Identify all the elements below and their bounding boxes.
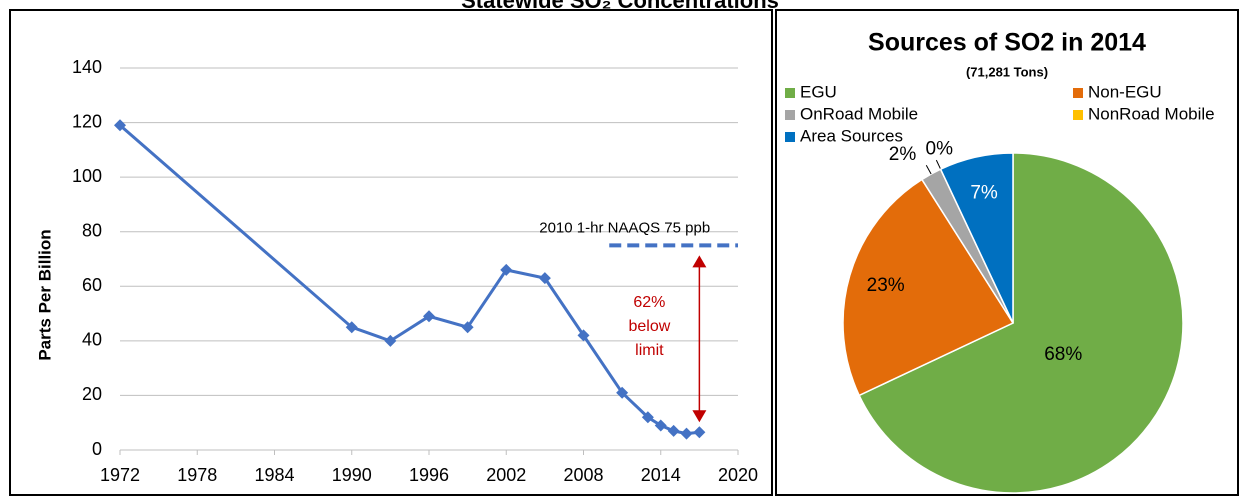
pie-label: 2% (889, 144, 917, 165)
x-tick-label: 2014 (641, 465, 681, 485)
x-tick-label: 2020 (718, 465, 758, 485)
arrow-head (692, 410, 707, 423)
legend-label: Area Sources (800, 126, 903, 145)
threshold-label: 2010 1-hr NAAQS 75 ppb (539, 219, 710, 236)
data-point (577, 329, 590, 342)
annotation-text: 62% (633, 294, 665, 311)
data-point (667, 424, 680, 437)
pie-slice (939, 152, 1014, 324)
legend-swatch (785, 132, 795, 142)
x-tick-label: 2008 (563, 465, 603, 485)
y-tick-label: 20 (82, 384, 102, 404)
x-tick-label: 2002 (486, 465, 526, 485)
pie-label: 23% (867, 275, 905, 296)
pie-subtitle: (71,281 Tons) (966, 64, 1048, 79)
annotation-text: limit (635, 342, 664, 359)
legend-swatch (1073, 88, 1083, 98)
data-point (345, 321, 358, 334)
line-series (119, 124, 700, 436)
pie-slice (842, 178, 1015, 397)
data-point (616, 386, 629, 399)
legend-swatch (1073, 110, 1083, 120)
legend-label: OnRoad Mobile (800, 104, 918, 123)
leader-line (935, 159, 942, 170)
x-tick-label: 1972 (100, 465, 140, 485)
y-tick-label: 0 (92, 439, 102, 459)
y-tick-label: 120 (72, 111, 102, 131)
y-tick-label: 60 (82, 275, 102, 295)
arrow-head (692, 255, 707, 268)
x-tick-label: 1978 (177, 465, 217, 485)
leader-line (925, 165, 932, 175)
right-panel-border (775, 9, 1239, 496)
data-point (114, 119, 126, 132)
legend-label: NonRoad Mobile (1088, 104, 1215, 123)
y-tick-label: 140 (72, 57, 102, 77)
pie-label: 68% (1044, 344, 1082, 365)
y-tick-label: 40 (82, 330, 102, 350)
data-point (641, 411, 654, 424)
legend-swatch (785, 88, 795, 98)
data-point (654, 419, 667, 432)
x-tick-label: 1990 (332, 465, 372, 485)
data-point (384, 334, 397, 347)
x-tick-label: 1996 (409, 465, 449, 485)
left-panel-border (9, 9, 773, 496)
annotation-text: below (628, 318, 670, 335)
data-point (538, 272, 551, 285)
data-point (423, 310, 435, 323)
x-tick-label: 1984 (254, 465, 294, 485)
y-axis-label: Parts Per Billion (35, 229, 54, 360)
pie-slice (858, 152, 1184, 494)
legend-swatch (785, 110, 795, 120)
chart-title: Statewide SO₂ Concentrations (461, 0, 779, 13)
pie-title: Sources of SO2 in 2014 (868, 29, 1146, 57)
legend-label: Non-EGU (1088, 82, 1162, 101)
pie-label: 7% (970, 183, 998, 204)
data-point (500, 263, 513, 276)
y-tick-label: 80 (82, 220, 102, 240)
data-point (461, 321, 474, 334)
data-point (680, 427, 693, 440)
legend-label: EGU (800, 82, 837, 101)
data-point (693, 426, 706, 439)
pie-label: 0% (926, 138, 954, 159)
y-tick-label: 100 (72, 166, 102, 186)
